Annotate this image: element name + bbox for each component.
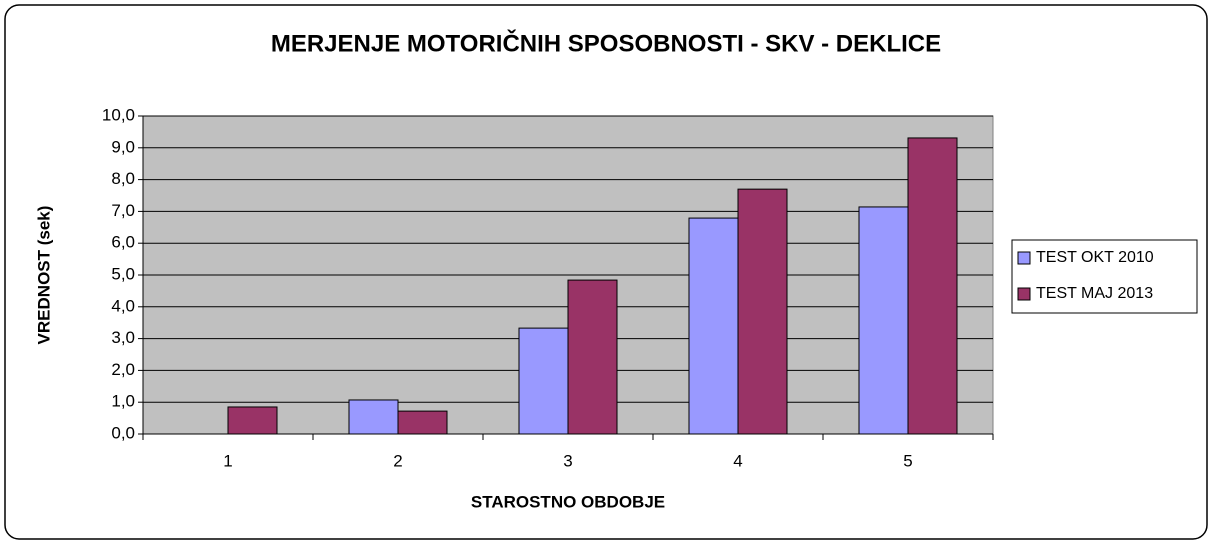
- x-axis-label: STAROSTNO OBDOBJE: [471, 492, 665, 511]
- legend-swatch: [1017, 251, 1031, 265]
- bar: [737, 188, 788, 435]
- x-tick-label: 5: [903, 451, 912, 470]
- y-axis-label: VREDNOST (sek): [34, 206, 53, 345]
- y-tick-label: 7,0: [111, 201, 135, 220]
- y-tick-label: 8,0: [111, 169, 135, 188]
- y-tick-label: 2,0: [111, 360, 135, 379]
- y-tick-label: 4,0: [111, 296, 135, 315]
- x-tick-label: 2: [393, 451, 402, 470]
- bar: [227, 406, 278, 435]
- bar: [688, 217, 739, 435]
- y-tick-label: 0,0: [111, 423, 135, 442]
- legend-box: [1011, 239, 1198, 314]
- bar: [567, 279, 618, 435]
- y-tick-label: 3,0: [111, 328, 135, 347]
- x-tick-label: 1: [223, 451, 232, 470]
- bar: [397, 410, 448, 435]
- y-tick-label: 6,0: [111, 233, 135, 252]
- y-tick-label: 10,0: [102, 105, 135, 124]
- y-tick-label: 5,0: [111, 264, 135, 283]
- bar: [858, 206, 909, 435]
- legend-swatch: [1017, 287, 1031, 301]
- y-tick-label: 9,0: [111, 137, 135, 156]
- x-tick-label: 3: [563, 451, 572, 470]
- legend-label: TEST OKT 2010: [1036, 249, 1154, 266]
- bar: [348, 399, 399, 435]
- bar: [907, 137, 958, 435]
- legend-label: TEST MAJ 2013: [1036, 285, 1153, 302]
- x-tick-label: 4: [733, 451, 742, 470]
- bar: [518, 327, 569, 435]
- chart-title: MERJENJE MOTORIČNIH SPOSOBNOSTI - SKV - …: [271, 29, 941, 57]
- y-tick-label: 1,0: [111, 392, 135, 411]
